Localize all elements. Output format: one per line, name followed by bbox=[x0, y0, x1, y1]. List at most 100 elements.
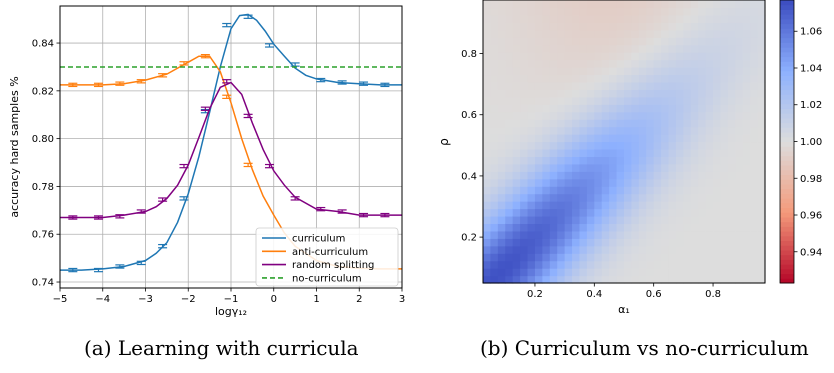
heatmap-cell bbox=[698, 52, 707, 61]
heatmap-cell bbox=[698, 111, 707, 120]
heatmap-cells bbox=[483, 0, 766, 284]
heatmap-cell bbox=[490, 223, 499, 232]
heatmap-cell bbox=[646, 275, 655, 284]
heatmap-cell bbox=[638, 14, 647, 23]
heatmap-cell bbox=[586, 37, 595, 46]
heatmap-cell bbox=[624, 0, 633, 9]
heatmap-cell bbox=[542, 171, 551, 180]
colorbar-segment bbox=[780, 264, 794, 270]
heatmap-cell bbox=[579, 156, 588, 165]
heatmap-cell bbox=[579, 245, 588, 254]
x-tick-label: 3 bbox=[399, 294, 405, 305]
heatmap-cell bbox=[750, 230, 759, 239]
heatmap-cell bbox=[497, 268, 506, 277]
heatmap-cell bbox=[675, 119, 684, 128]
heatmap-cell bbox=[512, 104, 521, 113]
heatmap-cell bbox=[594, 52, 603, 61]
heatmap-cell bbox=[735, 134, 744, 143]
heatmap-cell bbox=[527, 268, 536, 277]
heatmap-cell bbox=[616, 44, 625, 53]
heatmap-cell bbox=[653, 171, 662, 180]
heatmap-cell bbox=[638, 245, 647, 254]
heatmap-cell bbox=[624, 268, 633, 277]
heatmap-cell bbox=[579, 126, 588, 135]
heatmap-cell bbox=[497, 67, 506, 76]
heatmap-cell bbox=[579, 148, 588, 157]
heatmap-cell bbox=[534, 253, 543, 262]
heatmap-cell bbox=[557, 186, 566, 195]
heatmap-cell bbox=[675, 253, 684, 262]
heatmap-cell bbox=[520, 52, 529, 61]
heatmap-cell bbox=[750, 126, 759, 135]
heatmap-cell bbox=[653, 238, 662, 247]
heatmap-cell bbox=[549, 208, 558, 217]
heatmap-cell bbox=[572, 275, 581, 284]
heatmap-cell bbox=[668, 275, 677, 284]
heatmap-cell bbox=[720, 201, 729, 210]
heatmap-cell bbox=[631, 96, 640, 105]
heatmap-cell bbox=[661, 126, 670, 135]
heatmap-cell bbox=[661, 156, 670, 165]
heatmap-cell bbox=[698, 163, 707, 172]
heatmap-cell bbox=[742, 208, 751, 217]
heatmap-cell bbox=[609, 186, 618, 195]
heatmap-cell bbox=[542, 37, 551, 46]
heatmap-cell bbox=[661, 245, 670, 254]
heatmap-cell bbox=[631, 163, 640, 172]
heatmap-cell bbox=[594, 193, 603, 202]
heatmap-cell bbox=[757, 148, 766, 157]
heatmap-cell bbox=[675, 171, 684, 180]
heatmap-cell bbox=[705, 268, 714, 277]
heatmap-cell bbox=[646, 37, 655, 46]
heatmap-cell bbox=[668, 81, 677, 90]
legend-label: curriculum bbox=[292, 234, 345, 245]
heatmap-cell bbox=[579, 67, 588, 76]
heatmap-cell bbox=[490, 111, 499, 120]
heatmap-cell bbox=[698, 59, 707, 68]
heatmap-cell bbox=[579, 171, 588, 180]
heatmap-cell bbox=[534, 208, 543, 217]
heatmap-cell bbox=[579, 253, 588, 262]
colorbar-segment bbox=[780, 37, 794, 43]
heatmap-cell bbox=[557, 81, 566, 90]
colorbar-segment bbox=[780, 160, 794, 166]
heatmap-cell bbox=[564, 22, 573, 31]
heatmap-cell bbox=[497, 230, 506, 239]
heatmap-cell bbox=[616, 74, 625, 83]
heatmap-cell bbox=[750, 201, 759, 210]
heatmap-cell bbox=[564, 171, 573, 180]
heatmap-cell bbox=[653, 52, 662, 61]
heatmap-cell bbox=[742, 186, 751, 195]
colorbar-segment bbox=[780, 278, 794, 284]
heatmap-cell bbox=[579, 215, 588, 225]
heatmap-cell bbox=[742, 29, 751, 38]
heatmap-cell bbox=[720, 148, 729, 157]
heatmap-cell bbox=[549, 171, 558, 180]
heatmap-cell bbox=[646, 253, 655, 262]
heatmap-cell bbox=[705, 260, 714, 269]
heatmap-cell bbox=[653, 223, 662, 232]
heatmap-cell bbox=[564, 268, 573, 277]
heatmap-cell bbox=[668, 52, 677, 61]
heatmap-cell bbox=[705, 104, 714, 113]
heatmap-cell bbox=[579, 178, 588, 187]
heatmap-cell bbox=[675, 81, 684, 90]
heatmap-cell bbox=[549, 260, 558, 269]
heatmap-cell bbox=[616, 171, 625, 180]
heatmap-cell bbox=[631, 238, 640, 247]
heatmap-cell bbox=[720, 193, 729, 202]
heatmap-cell bbox=[572, 201, 581, 210]
heatmap-cell bbox=[683, 260, 692, 269]
heatmap-cell bbox=[557, 104, 566, 113]
heatmap-cell bbox=[661, 29, 670, 38]
heatmap-cell bbox=[631, 230, 640, 239]
heatmap-cell bbox=[594, 186, 603, 195]
heatmap-cell bbox=[512, 111, 521, 120]
heatmap-cell bbox=[534, 134, 543, 143]
heatmap-cell bbox=[720, 119, 729, 128]
heatmap-cell bbox=[505, 171, 514, 180]
heatmap-cell bbox=[713, 171, 722, 180]
heatmap-cell bbox=[534, 230, 543, 239]
heatmap-cell bbox=[601, 178, 610, 187]
heatmap-cell bbox=[609, 111, 618, 120]
